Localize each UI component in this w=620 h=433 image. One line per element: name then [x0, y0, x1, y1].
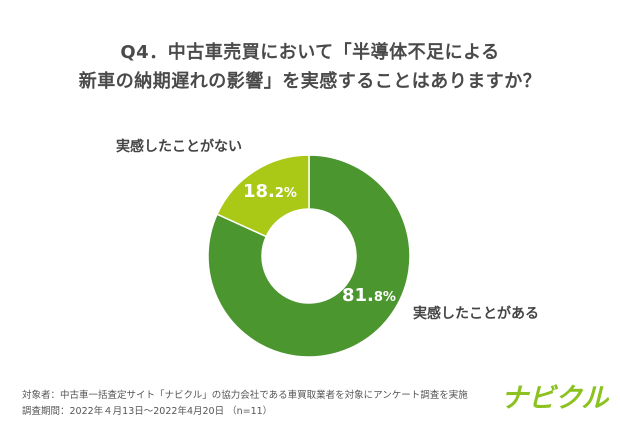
slice-value-label-1: 81.8%: [342, 285, 396, 306]
footnote-period: 調査期間：2022年４月13日〜2022年4月20日 （n=11）: [22, 406, 273, 417]
navikuru-logo: ナビクル: [499, 381, 609, 416]
navikuru-logo-text: ナビクル: [501, 383, 609, 414]
category-label-2: 実感したことがない: [116, 138, 242, 155]
slice-value-label-2: 18.2%: [243, 181, 297, 202]
survey-footnote: 対象者：中古車一括査定サイト「ナビクル」の協力会社である車買取業者を対象にアンケ…: [22, 388, 468, 420]
category-label-1: 実感したことがある: [413, 305, 539, 322]
donut-slice-2: [216, 154, 310, 238]
chart-title: Q4．中古車売買において「半導体不足による 新車の納期遅れの影響」を実感すること…: [0, 38, 620, 96]
chart-title-line2: 新車の納期遅れの影響」を実感することはありますか？: [78, 71, 542, 92]
donut-slice-1: [207, 154, 411, 358]
chart-title-line1: Q4．中古車売買において「半導体不足による: [120, 42, 500, 63]
footnote-target: 対象者：中古車一括査定サイト「ナビクル」の協力会社である車買取業者を対象にアンケ…: [22, 390, 468, 401]
